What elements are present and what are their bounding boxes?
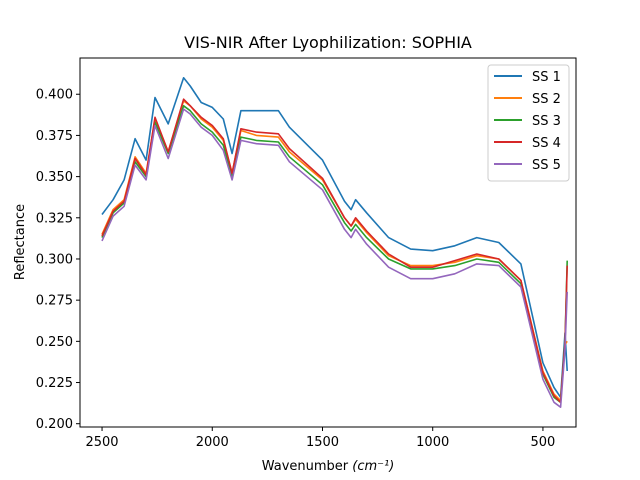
chart-title: VIS-NIR After Lyophilization: SOPHIA (184, 33, 472, 52)
x-tick-label: 2000 (196, 435, 229, 450)
x-axis-ticks: 2500 2000 1500 1000 500 (85, 427, 555, 450)
y-tick-label: 0.200 (36, 417, 73, 432)
series-line-1 (101, 77, 568, 399)
legend-box (487, 64, 570, 182)
series-line-3 (101, 105, 568, 404)
x-tick-label: 500 (531, 435, 556, 450)
y-tick-label: 0.275 (36, 294, 73, 309)
y-tick-label: 0.325 (36, 211, 73, 226)
legend-label: SS 4 (532, 136, 561, 151)
y-tick-label: 0.375 (36, 129, 73, 144)
x-tick-label: 1500 (306, 435, 339, 450)
y-tick-label: 0.350 (36, 170, 73, 185)
y-tick-label: 0.250 (36, 335, 73, 350)
y-tick-label: 0.225 (36, 376, 73, 391)
x-axis-label: Wavenumber (cm⁻¹) (262, 459, 395, 474)
legend: SS 1 SS 2 SS 3 SS 4 SS 5 (487, 64, 570, 182)
legend-label: SS 2 (532, 92, 561, 107)
legend-label: SS 3 (532, 114, 561, 129)
y-axis-label: Reflectance (13, 204, 28, 280)
series-lines (101, 77, 568, 409)
x-tick-label: 1000 (416, 435, 449, 450)
legend-label: SS 5 (532, 158, 561, 173)
y-axis-ticks: 0.200 0.225 0.250 0.275 0.300 0.325 0.350 0.375… (36, 88, 80, 432)
series-line-4 (101, 98, 568, 404)
legend-label: SS 1 (532, 70, 561, 85)
x-tick-label: 2500 (85, 435, 118, 450)
series-line-5 (101, 108, 568, 409)
y-tick-label: 0.300 (36, 252, 73, 267)
y-tick-label: 0.400 (36, 88, 73, 103)
plot-frame (79, 57, 577, 428)
